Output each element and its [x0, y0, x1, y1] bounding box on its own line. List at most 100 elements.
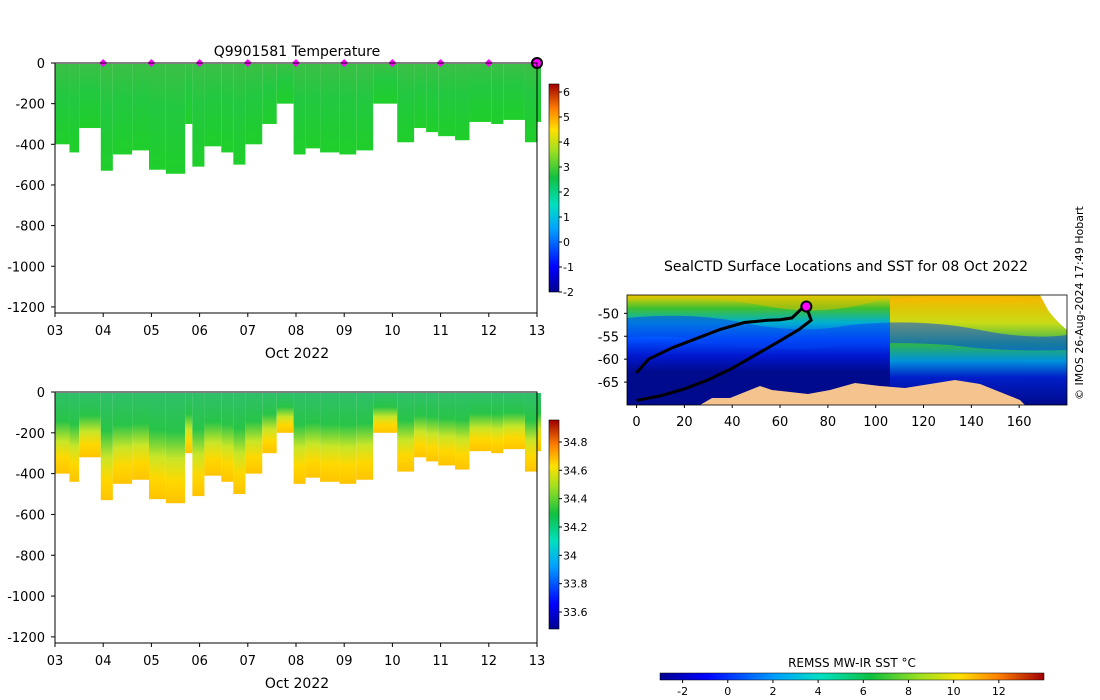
sst-colorbar — [659, 672, 1045, 681]
temperature-panel: Q9901581 Temperature 0 -200 -400 -600 -800 -1… — [7, 44, 574, 362]
map-lon-tick-label: 40 — [724, 415, 741, 430]
salinity-profile — [503, 393, 525, 450]
salinity-depth-axis: 0 -200 -400 -600 -800 -1000 -1200 — [7, 386, 55, 646]
temperature-profile — [204, 64, 222, 147]
temperature-day-tick-label: 12 — [481, 324, 498, 339]
map-lon-tick-label: 20 — [676, 415, 693, 430]
map-panel: SealCTD Surface Locations and SST for 08… — [598, 259, 1068, 698]
sst-colorbar-tick-label: 10 — [947, 685, 961, 698]
temperature-day-tick-label: 10 — [384, 324, 401, 339]
temperature-profile — [320, 64, 340, 153]
temperature-colorbar-tick-label: 5 — [563, 111, 570, 124]
sst-colorbar-tick-label: 8 — [905, 685, 912, 698]
temperature-depth-tick-label: -800 — [15, 220, 45, 235]
salinity-colorbar — [548, 419, 560, 630]
temperature-profile — [397, 64, 415, 143]
map-lon-tick-label: 160 — [1007, 415, 1032, 430]
temperature-day-axis: 03 04 05 06 07 08 09 10 11 12 13 — [47, 313, 545, 339]
temperature-day-tick-label: 04 — [95, 324, 112, 339]
salinity-profile — [320, 393, 340, 482]
salinity-depth-tick-label: -1200 — [7, 631, 45, 646]
temperature-colorbar-tick-label: -2 — [563, 286, 574, 299]
temperature-colorbar-tick-label: 4 — [563, 136, 570, 149]
sst-colorbar-tick-label: 2 — [769, 685, 776, 698]
salinity-profile — [491, 393, 504, 454]
temperature-day-tick-label: 11 — [432, 324, 449, 339]
temperature-profile — [69, 64, 80, 153]
salinity-colorbar-tick-label: 34.6 — [563, 464, 588, 477]
salinity-day-tick-label: 04 — [95, 654, 112, 669]
temperature-title: Q9901581 Temperature — [214, 44, 381, 60]
salinity-day-tick-label: 05 — [143, 654, 160, 669]
temperature-profile — [79, 64, 101, 129]
salinity-depth-tick-label: -400 — [15, 468, 45, 483]
temperature-colorbar-tick-label: 2 — [563, 186, 570, 199]
temperature-depth-tick-label: -1000 — [7, 260, 45, 275]
map-lon-tick-label: 60 — [772, 415, 789, 430]
temperature-profile — [112, 64, 133, 155]
map-lat-tick-label: -65 — [598, 376, 619, 391]
salinity-profile — [132, 393, 149, 480]
temperature-profile — [100, 64, 113, 171]
salinity-profile — [537, 393, 541, 452]
salinity-profile — [426, 393, 439, 462]
temperature-day-tick-label: 06 — [191, 324, 208, 339]
temperature-day-tick-label: 03 — [47, 324, 64, 339]
salinity-profile — [100, 393, 113, 501]
salinity-profile — [221, 393, 234, 482]
salinity-profile — [262, 393, 277, 454]
temperature-colorbar-tick-label: 1 — [563, 211, 570, 224]
salinity-profile — [293, 393, 306, 484]
map-title: SealCTD Surface Locations and SST for 08… — [664, 259, 1028, 275]
salinity-colorbar-tick-label: 34.4 — [563, 493, 588, 506]
salinity-day-tick-label: 03 — [47, 654, 64, 669]
sst-colorbar-tick-label: 6 — [860, 685, 867, 698]
sst-colorbar-tick-label: -2 — [677, 685, 688, 698]
salinity-profile — [455, 393, 470, 470]
temperature-profile — [148, 64, 166, 170]
temperature-depth-tick-label: -600 — [15, 179, 45, 194]
temperature-colorbar — [548, 83, 560, 293]
salinity-colorbar-tick-label: 34.2 — [563, 521, 588, 534]
map-lat-axis: -50 -55 -60 -65 — [598, 307, 627, 391]
map-lon-tick-label: 0 — [632, 415, 640, 430]
sst-colorbar-tick-label: 0 — [724, 685, 731, 698]
temperature-profiles — [55, 64, 541, 174]
salinity-day-tick-label: 10 — [384, 654, 401, 669]
salinity-day-tick-label: 08 — [288, 654, 305, 669]
temperature-depth-tick-label: -400 — [15, 138, 45, 153]
salinity-depth-tick-label: -200 — [15, 427, 45, 442]
temperature-profile — [438, 64, 456, 137]
sst-colorbar-ticks: -2 0 2 4 6 8 10 12 — [677, 680, 1006, 698]
map-lon-tick-label: 80 — [820, 415, 837, 430]
salinity-colorbar-tick-label: 33.8 — [563, 578, 588, 591]
map-lon-tick-label: 140 — [959, 415, 984, 430]
temperature-profile — [192, 64, 205, 167]
salinity-profile — [305, 393, 321, 478]
salinity-profile — [276, 393, 294, 433]
salinity-month-label: Oct 2022 — [265, 676, 329, 692]
credit-text: © IMOS 26-Aug-2024 17:49 Hobart — [1073, 206, 1086, 400]
salinity-profile — [339, 393, 357, 484]
temperature-profile — [426, 64, 439, 133]
temperature-profile — [55, 64, 70, 145]
salinity-profile — [192, 393, 205, 497]
temperature-day-tick-label: 08 — [288, 324, 305, 339]
land-antarctica — [700, 380, 1025, 405]
map-lat-tick-label: -60 — [598, 353, 619, 368]
salinity-profile — [438, 393, 456, 466]
temperature-colorbar-tick-label: -1 — [563, 261, 574, 274]
salinity-profile — [356, 393, 374, 480]
map-lat-tick-label: -50 — [598, 307, 619, 322]
map-lon-axis: 0 20 40 60 80 100 120 140 160 — [632, 405, 1032, 430]
salinity-day-tick-label: 13 — [529, 654, 546, 669]
temperature-profile — [414, 64, 427, 129]
salinity-depth-tick-label: 0 — [37, 386, 45, 401]
temperature-day-tick-label: 05 — [143, 324, 160, 339]
salinity-colorbar-tick-label: 34 — [563, 549, 577, 562]
salinity-profile — [112, 393, 133, 484]
salinity-profile — [524, 393, 537, 472]
temperature-profile — [537, 64, 541, 122]
temperature-month-label: Oct 2022 — [265, 346, 329, 362]
salinity-colorbar-tick-label: 33.6 — [563, 606, 588, 619]
